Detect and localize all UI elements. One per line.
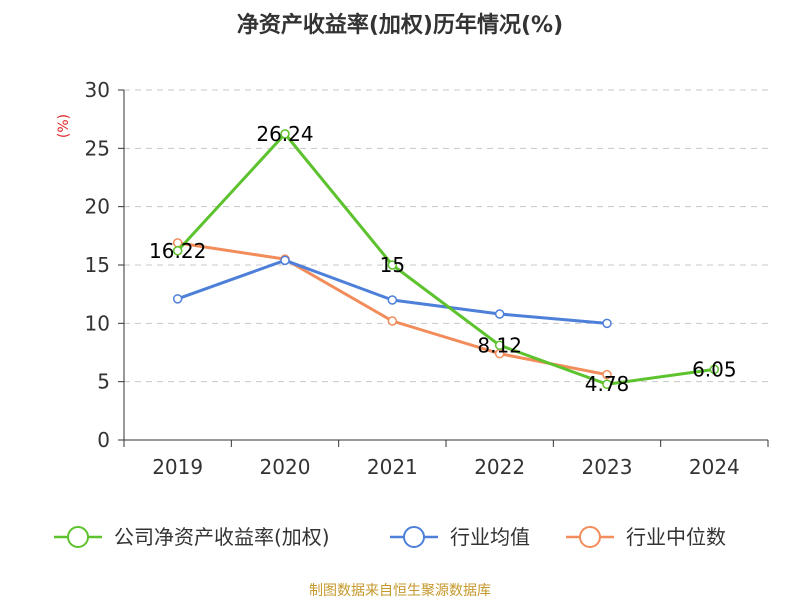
data-point-1 (387, 295, 398, 305)
legend-item-2: 行业中位数 (566, 525, 726, 549)
y-tick-label: 20 (85, 195, 110, 219)
legend-item-0: 公司净资产收益率(加权) (54, 525, 330, 549)
y-tick-label: 25 (85, 136, 110, 160)
x-tick-label: 2019 (152, 455, 203, 479)
legend-item-1: 行业均值 (390, 525, 530, 549)
legend-label: 行业均值 (450, 525, 530, 549)
x-tick-label: 2020 (260, 455, 311, 479)
grid (124, 89, 768, 383)
legend-label: 公司净资产收益率(加权) (114, 525, 330, 549)
data-point-0 (387, 260, 398, 270)
data-label: 16.22 (149, 239, 206, 263)
y-tick-label: 0 (97, 428, 110, 452)
x-tick-label: 2022 (474, 455, 525, 479)
y-tick-label: 5 (97, 370, 110, 394)
data-point-1 (602, 318, 612, 329)
chart-title: 净资产收益率(加权)历年情况(%) (237, 12, 563, 38)
series-line-0 (176, 132, 715, 386)
data-point-0 (172, 246, 183, 256)
legend-label: 行业中位数 (626, 525, 726, 549)
data-point-0 (602, 379, 612, 389)
legend-marker (403, 526, 425, 548)
y-tick-label: 10 (85, 311, 110, 335)
y-tick-label: 30 (85, 78, 110, 102)
data-label: 8.12 (477, 333, 522, 357)
data-point-0 (494, 340, 505, 351)
y-axis-label: (%) (56, 114, 72, 138)
data-label: 15 (380, 253, 405, 277)
data-point-0 (280, 129, 290, 139)
data-point-2 (387, 316, 398, 326)
data-point-1 (494, 309, 505, 319)
data-point-0 (709, 364, 720, 375)
axes: 0 5 10 15 20 25 30 2019 2020 2021 2022 2023 2024 (85, 78, 769, 479)
source-note: 制图数据来自恒生聚源数据库 (309, 583, 491, 599)
data-label: 6.05 (692, 357, 737, 381)
data-point-2 (602, 369, 612, 380)
legend-marker (579, 526, 601, 548)
data-point-1 (280, 255, 290, 266)
y-tick-label: 15 (85, 253, 110, 277)
x-tick-label: 2021 (367, 455, 418, 479)
series (172, 129, 720, 389)
legend: 公司净资产收益率(加权) 行业均值 行业中位数 (54, 525, 726, 549)
x-tick-label: 2023 (582, 455, 633, 479)
data-label: 26.24 (256, 122, 313, 146)
x-tick-label: 2024 (689, 455, 740, 479)
data-point-1 (172, 294, 183, 304)
data-labels: 16.22 26.24 15 8.12 4.78 6.05 (149, 122, 737, 396)
legend-marker (67, 526, 89, 548)
data-label: 4.78 (585, 372, 630, 396)
